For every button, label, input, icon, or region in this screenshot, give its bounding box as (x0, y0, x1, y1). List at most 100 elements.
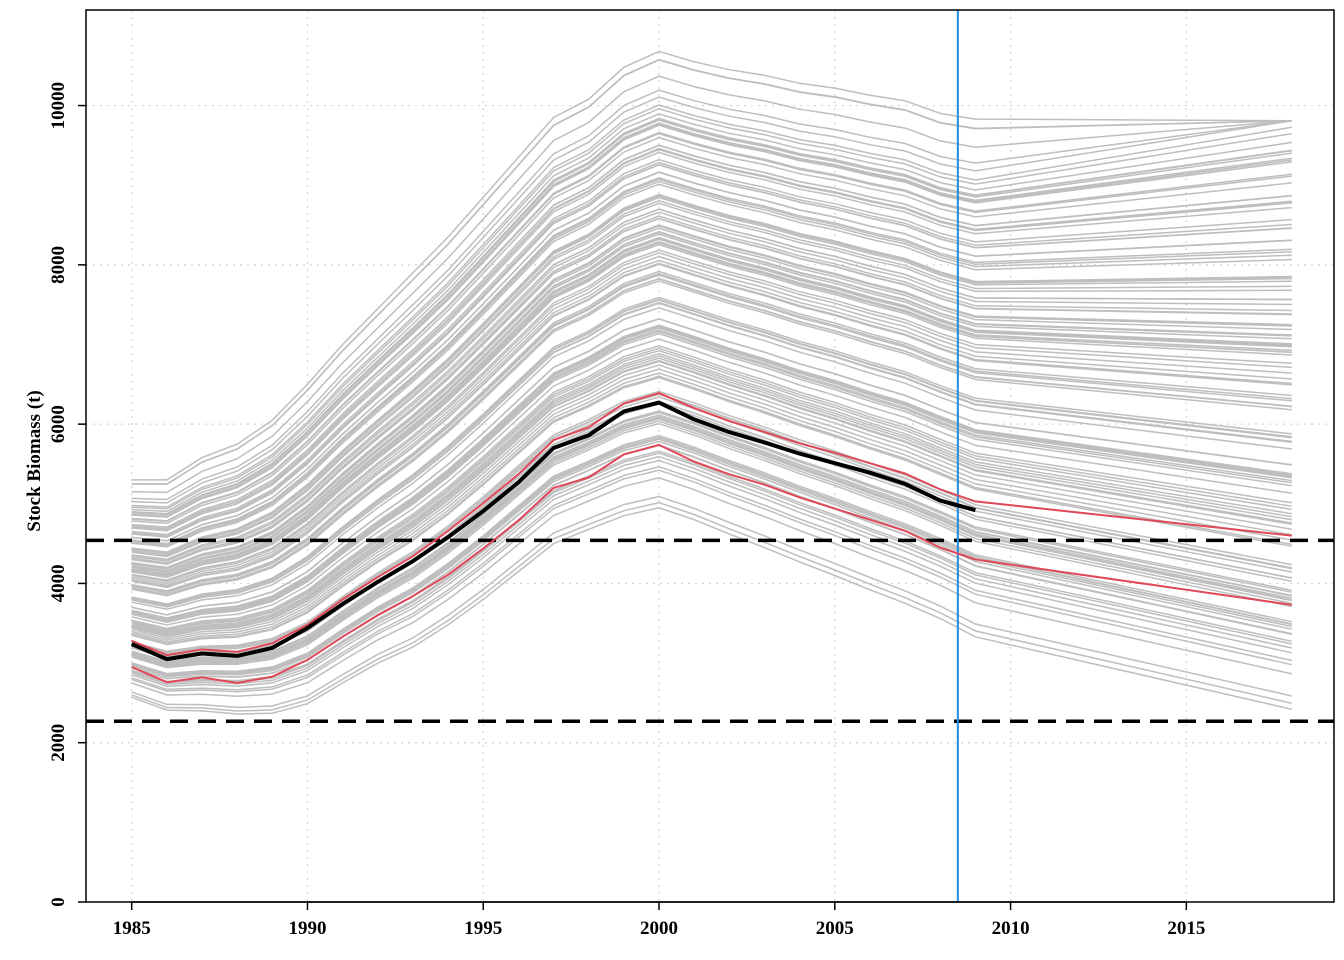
ensemble-line (131, 477, 1292, 698)
ensemble-line (131, 347, 1292, 631)
ensemble-line (131, 444, 1292, 680)
ensemble-line (131, 507, 1292, 715)
ensemble-line (131, 151, 1292, 532)
ensemble-line (131, 255, 1292, 585)
ensemble-line (131, 119, 1292, 516)
ensemble-line (131, 414, 1292, 665)
ensemble-line (131, 50, 1292, 481)
ensemble-line (131, 411, 1292, 663)
x-tick-label: 1995 (464, 918, 502, 939)
median-line (130, 400, 976, 662)
ensemble-line (131, 330, 1292, 622)
ensemble-line (131, 277, 1292, 596)
ensemble-line (131, 215, 1292, 564)
ensemble-line (131, 224, 1292, 569)
ensemble-line (131, 455, 1292, 686)
ensemble-line (131, 196, 1292, 555)
y-tick-label: 0 (48, 897, 69, 907)
ensemble-line (131, 200, 1292, 556)
ensemble-line (131, 104, 1292, 508)
y-tick-label: 4000 (48, 564, 69, 602)
ensemble-line (131, 180, 1292, 547)
ensemble-line (131, 355, 1292, 635)
ensemble-line (131, 243, 1292, 579)
ensemble-line (131, 89, 1292, 501)
x-tick-label: 1985 (113, 918, 151, 939)
ensemble-line (131, 302, 1292, 608)
ensemble-line (131, 495, 1292, 709)
ensemble-line (131, 178, 1292, 546)
ensemble-line (131, 158, 1292, 536)
ensemble-line (131, 329, 1292, 622)
y-axis-title: Stock Biomass (t) (24, 390, 45, 531)
ensemble-line (131, 298, 1292, 606)
ensemble-line (131, 416, 1292, 666)
ensemble-line (131, 233, 1292, 573)
ensemble-line (131, 242, 1292, 578)
ensemble-line (131, 236, 1292, 575)
ensemble-line (131, 364, 1292, 639)
ensemble-line (131, 440, 1292, 678)
ensemble-line (131, 262, 1292, 588)
ensemble-line (131, 171, 1292, 542)
ensemble-line (131, 318, 1292, 616)
ensemble-line (131, 338, 1292, 626)
ensemble-line (131, 296, 1292, 605)
ensemble-line (131, 501, 1292, 712)
ensemble-line (131, 217, 1292, 565)
x-tick-label: 2010 (992, 918, 1030, 939)
ensemble-line (131, 372, 1292, 643)
ensemble-line (131, 422, 1292, 669)
ensemble-line (131, 410, 1292, 662)
ensemble-line (131, 164, 1292, 538)
ensemble-line (131, 349, 1292, 632)
ensemble-line (131, 117, 1292, 515)
ensemble-line (131, 211, 1292, 562)
ensemble-line (131, 376, 1292, 646)
ensemble-line (131, 124, 1292, 518)
ensemble-line (131, 136, 1292, 525)
ensemble-line (131, 327, 1292, 621)
ensemble-line (131, 75, 1292, 494)
ensemble-line (131, 393, 1292, 654)
ensemble-line (131, 270, 1292, 592)
ensemble-line (131, 345, 1292, 630)
x-tick-label: 2005 (816, 918, 854, 939)
ensemble-line (131, 208, 1292, 561)
y-tick-label: 6000 (48, 405, 69, 443)
ensemble-line (131, 438, 1292, 677)
ensemble-line (131, 352, 1292, 634)
ensemble-lines (131, 50, 1292, 715)
ensemble-line (131, 368, 1292, 641)
ensemble-line (131, 183, 1292, 548)
ensemble-line (131, 280, 1292, 597)
ensemble-line (131, 324, 1292, 619)
ensemble-line (131, 177, 1292, 545)
ensemble-line (131, 113, 1292, 513)
ensemble-line (131, 436, 1292, 676)
summary-series (130, 392, 1292, 684)
ensemble-line (131, 107, 1292, 510)
y-tick-label: 2000 (48, 724, 69, 762)
ensemble-line (131, 161, 1292, 537)
ensemble-line (131, 357, 1292, 636)
lower-interval-line (131, 443, 1292, 684)
x-tick-label: 2000 (640, 918, 678, 939)
ensemble-line (131, 434, 1292, 675)
ensemble-line (131, 274, 1292, 594)
ensemble-line (131, 96, 1292, 504)
ensemble-line (131, 227, 1292, 570)
ensemble-line (131, 195, 1292, 554)
ensemble-line (131, 249, 1292, 581)
ensemble-line (131, 230, 1292, 572)
ensemble-line (131, 469, 1292, 693)
ensemble-line (131, 252, 1292, 583)
axes: 1985 1990 1995 2000 2005 2010 2015 0 2000 4000 600… (48, 82, 1205, 939)
ensemble-line (131, 459, 1292, 687)
ensemble-line (131, 452, 1292, 684)
upper-interval-line (131, 392, 1292, 657)
reference-lines (86, 10, 1334, 902)
x-tick-label: 1990 (288, 918, 326, 939)
ensemble-line (131, 122, 1292, 517)
